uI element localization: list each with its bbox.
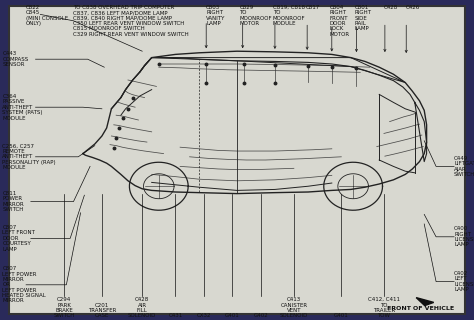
- Text: C803
RIGHT
VANITY
LAMP: C803 RIGHT VANITY LAMP: [206, 5, 226, 26]
- Text: C364
PASSIVE
ANTI-THEFT
SYSTEM (PATS)
MODULE: C364 PASSIVE ANTI-THEFT SYSTEM (PATS) MO…: [2, 94, 43, 121]
- Text: C201
TRANSFER
CASE: C201 TRANSFER CASE: [88, 303, 116, 318]
- Text: C256, C257
REMOTE
ANTI-THEFT
PERSONALITY (RAP)
MODULE: C256, C257 REMOTE ANTI-THEFT PERSONALITY…: [2, 143, 56, 170]
- Text: G402: G402: [253, 313, 268, 318]
- Text: C817: C817: [306, 5, 320, 10]
- Text: C819, C818
TO
MOONROOF
MODULE: C819, C818 TO MOONROOF MODULE: [273, 5, 305, 26]
- Text: C428: C428: [384, 5, 398, 10]
- Text: C412, C411
TO
TRAILER
TOW: C412, C411 TO TRAILER TOW: [368, 297, 400, 318]
- Text: C426: C426: [405, 5, 419, 10]
- Text: C428
AIR
FILL
SOLENOID: C428 AIR FILL SOLENOID: [128, 297, 156, 318]
- Text: C402
LEFT
LICENSE
LAMP: C402 LEFT LICENSE LAMP: [454, 271, 474, 292]
- Text: C443
COMPASS
SENSOR: C443 COMPASS SENSOR: [2, 51, 28, 67]
- Text: C807
LEFT POWER
MIRROR
OR
LEFT POWER
HEATED SIGNAL
MIRROR: C807 LEFT POWER MIRROR OR LEFT POWER HEA…: [2, 266, 46, 303]
- Text: C829
TO
MOONROOF
MOTOR: C829 TO MOONROOF MOTOR: [239, 5, 272, 26]
- Text: G401: G401: [334, 313, 349, 318]
- Text: C449
LIFTGATE
AJAR
SWITCH: C449 LIFTGATE AJAR SWITCH: [454, 156, 474, 177]
- Text: G401: G401: [225, 313, 240, 318]
- Text: CX32: CX32: [197, 313, 211, 318]
- Text: C804
RIGHT
FRONT
DOOR
LOCK
MOTOR: C804 RIGHT FRONT DOOR LOCK MOTOR: [329, 5, 349, 37]
- Text: C801
RIGHT
SIDE
RAIL
LAMP: C801 RIGHT SIDE RAIL LAMP: [355, 5, 372, 31]
- Text: C807
LEFT FRONT
DOOR
COURTESY
LAMP: C807 LEFT FRONT DOOR COURTESY LAMP: [2, 225, 35, 252]
- Text: FRONT OF VEHICLE: FRONT OF VEHICLE: [387, 306, 454, 311]
- Text: C294
PARK
BRAKE
SWITCH: C294 PARK BRAKE SWITCH: [53, 297, 75, 318]
- Text: C811
POWER
MIRROR
SWITCH: C811 POWER MIRROR SWITCH: [2, 191, 24, 212]
- Text: TO C838 OVERHEAD TRIP COMPUTER
C837, C836 LEFT MAP/DOME LAMP
C839, C840 RIGHT MA: TO C838 OVERHEAD TRIP COMPUTER C837, C83…: [73, 5, 189, 37]
- Polygon shape: [416, 298, 434, 306]
- Text: C400
RIGHT
LICENSE
LAMP: C400 RIGHT LICENSE LAMP: [454, 226, 474, 247]
- Text: C822
C845
(MINI CONSOLE
ONLY): C822 C845 (MINI CONSOLE ONLY): [26, 5, 68, 26]
- Text: C413
CANISTER
VENT
SOLENOID: C413 CANISTER VENT SOLENOID: [280, 297, 308, 318]
- FancyBboxPatch shape: [9, 6, 465, 314]
- Text: C431: C431: [168, 313, 182, 318]
